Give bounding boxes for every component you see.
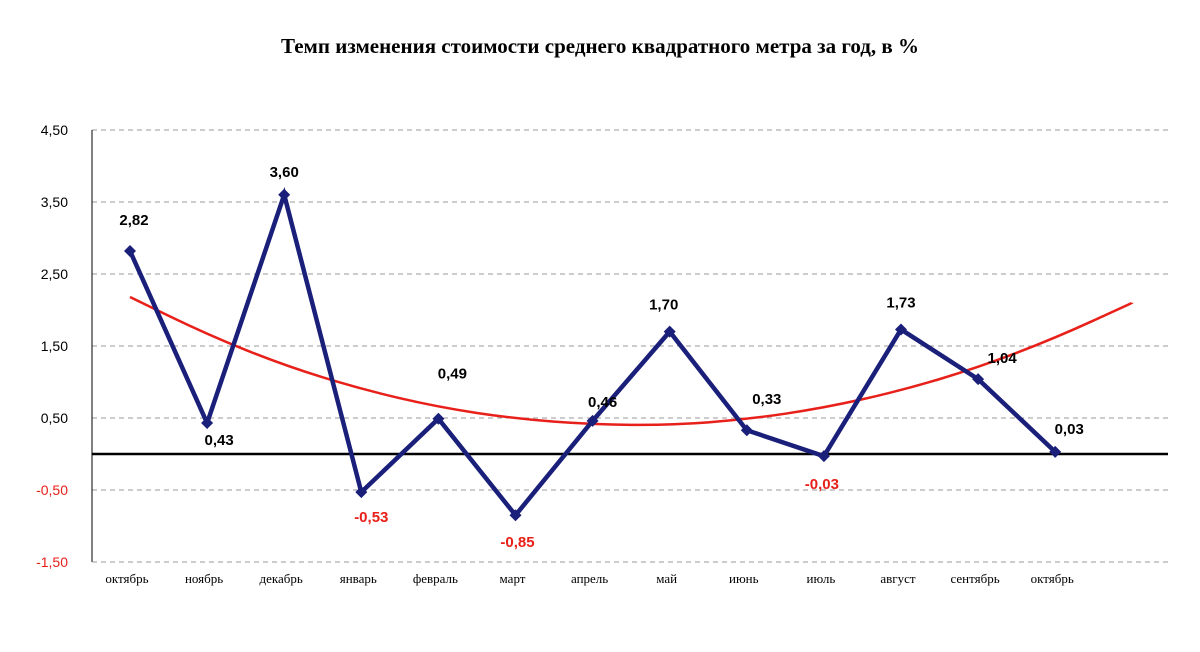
data-point xyxy=(895,323,907,336)
y-tick-label: 0,50 xyxy=(41,410,68,426)
x-tick-label: апрель xyxy=(571,571,608,586)
x-tick-label: февраль xyxy=(413,571,458,586)
data-label: 0,03 xyxy=(1055,421,1084,438)
data-point xyxy=(817,450,830,463)
data-point xyxy=(1049,445,1062,458)
data-label: 0,43 xyxy=(204,432,233,449)
x-tick-label: август xyxy=(880,571,916,586)
data-label: -0,85 xyxy=(500,534,534,551)
gridlines xyxy=(92,129,1168,563)
data-label: 0,46 xyxy=(588,394,617,411)
y-tick-label: 1,50 xyxy=(41,338,68,354)
data-label: 0,49 xyxy=(438,366,467,383)
axes xyxy=(91,130,1168,563)
data-label: 1,70 xyxy=(649,297,678,314)
data-label: -0,03 xyxy=(805,476,839,493)
x-tick-label: октябрь xyxy=(1031,571,1074,586)
x-tick-label: январь xyxy=(340,571,377,586)
data-point xyxy=(509,509,522,522)
data-label: 3,60 xyxy=(270,164,299,181)
data-label: 2,82 xyxy=(119,212,148,229)
chart-title: Темп изменения стоимости среднего квадра… xyxy=(281,34,919,58)
data-label: 1,73 xyxy=(886,294,915,311)
data-point xyxy=(586,414,599,427)
data-point xyxy=(278,188,291,201)
data-point xyxy=(355,486,368,499)
x-tick-label: октябрь xyxy=(105,571,148,586)
data-point xyxy=(432,412,445,425)
data-label: -0,53 xyxy=(354,509,388,526)
data-point xyxy=(972,373,985,386)
trendline-layer xyxy=(129,295,1133,427)
data-label: 0,33 xyxy=(752,391,781,408)
x-tick-label: июль xyxy=(807,571,836,586)
series-layer xyxy=(124,186,1062,522)
data-point xyxy=(740,424,753,437)
x-tick-label: март xyxy=(500,571,526,586)
y-tick-label: 3,50 xyxy=(41,194,68,210)
y-tick-label: -0,50 xyxy=(36,482,68,498)
data-point xyxy=(124,244,136,257)
y-tick-label: -1,50 xyxy=(36,554,68,570)
series-line xyxy=(127,186,1057,519)
x-tick-label: май xyxy=(656,571,677,586)
data-point xyxy=(201,417,214,430)
x-tick-label: декабрь xyxy=(260,571,303,586)
trendline xyxy=(129,295,1133,427)
y-tick-labels: 4,50 3,50 2,50 1,50 0,50 -0,50 -1,50 xyxy=(36,122,68,570)
x-tick-label: июнь xyxy=(729,571,759,586)
x-tick-label: ноябрь xyxy=(185,571,223,586)
x-tick-labels: октябрь ноябрь декабрь январь февраль март апр… xyxy=(105,571,1073,586)
y-tick-label: 2,50 xyxy=(41,266,68,282)
x-tick-label: сентябрь xyxy=(950,571,999,586)
data-labels: 2,82 0,43 3,60 -0,53 0,49 -0,85 0,46 1,70 0,33 -0… xyxy=(119,164,1083,551)
data-label: 1,04 xyxy=(987,350,1017,367)
y-tick-label: 4,50 xyxy=(41,122,68,138)
data-point xyxy=(663,325,676,338)
